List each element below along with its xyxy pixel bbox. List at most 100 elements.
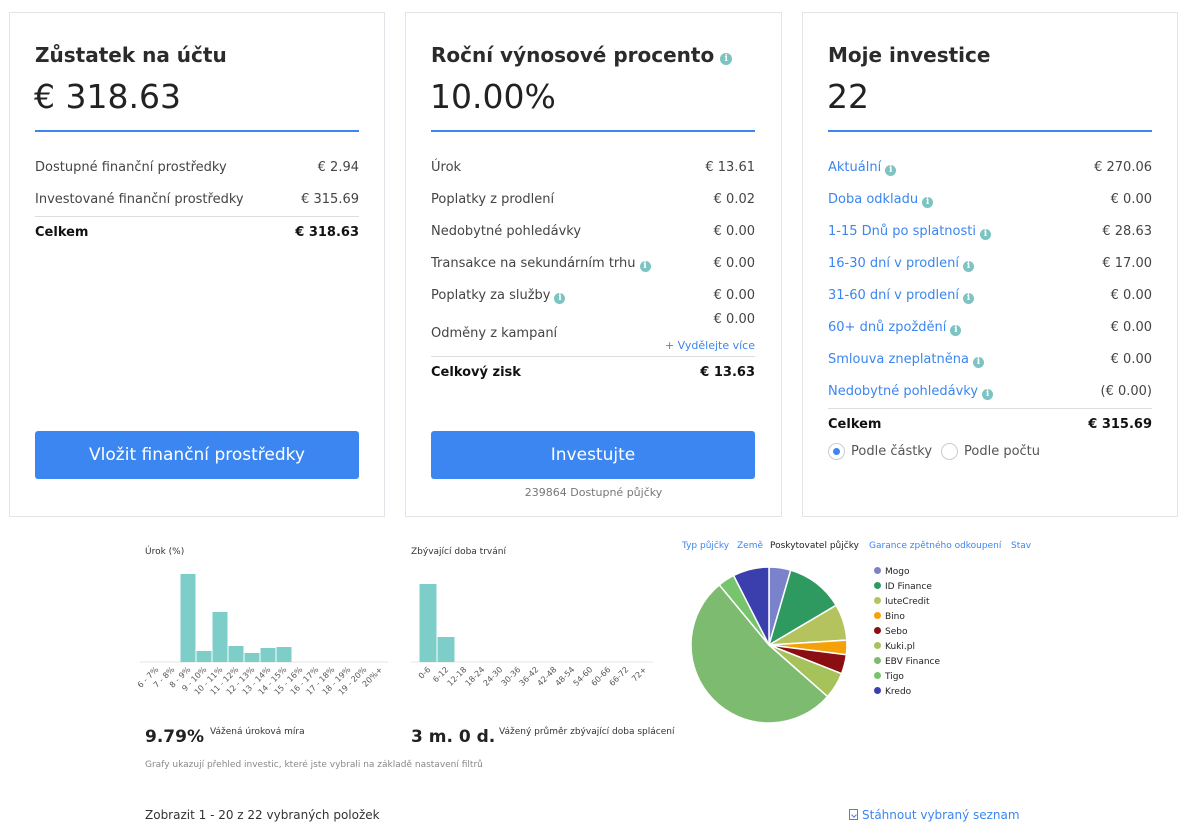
row-label: Dostupné finanční prostředky (35, 160, 227, 175)
row-label[interactable]: 31-60 dní v prodlení i (828, 280, 974, 312)
radio-label: Podle částky (851, 444, 933, 459)
row-label: Celkový zisk (431, 365, 521, 380)
legend-item[interactable]: Kredo (874, 686, 940, 701)
row-label-text[interactable]: Nedobytné pohledávky (828, 384, 979, 399)
legend-swatch (874, 582, 881, 589)
info-icon[interactable]: i (720, 53, 733, 65)
investments-row-voided[interactable]: Smlouva zneplatněna i € 0.00 (828, 344, 1152, 376)
row-label-text[interactable]: Smlouva zneplatněna (828, 352, 969, 367)
tab-country[interactable]: Země (737, 541, 764, 551)
investments-row-16-30[interactable]: 16-30 dní v prodlení i € 17.00 (828, 248, 1152, 280)
info-icon[interactable]: i (962, 293, 974, 304)
x-tick-label: 12-18 (446, 665, 469, 688)
legend-label: Kredo (885, 687, 912, 697)
row-label[interactable]: Nedobytné pohledávky i (828, 376, 994, 408)
weighted-rate-label: Vážená úroková míra (210, 727, 305, 737)
row-label[interactable]: 16-30 dní v prodlení i (828, 248, 974, 280)
row-label: Investované finanční prostředky (35, 192, 244, 207)
investments-rows: Aktuální i € 270.06 Doba odkladu i € 0.00 … (828, 152, 1152, 440)
info-icon[interactable]: i (982, 389, 994, 400)
radio-selected-icon[interactable] (828, 443, 845, 460)
investments-title: Moje investice (828, 43, 991, 67)
info-icon[interactable]: i (962, 261, 974, 272)
term-histogram: 0-66-1212-1818-2424-3030-3636-4242-4848-… (411, 584, 653, 688)
yield-row-total: Celkový zisk € 13.63 (431, 356, 755, 388)
originator-pie-chart (690, 566, 848, 724)
x-tick-label: 72+ (630, 665, 648, 683)
row-value: € 315.69 (1088, 417, 1152, 432)
invest-button[interactable]: Investujte (431, 431, 755, 479)
row-label-text[interactable]: Doba odkladu (828, 192, 919, 207)
radio-unselected-icon[interactable] (941, 443, 958, 460)
legend-item[interactable]: EBV Finance (874, 656, 940, 671)
balance-row-available: Dostupné finanční prostředky € 2.94 (35, 152, 359, 184)
row-label-text[interactable]: Aktuální (828, 160, 882, 175)
download-list-label[interactable]: Stáhnout vybraný seznam (862, 808, 1020, 822)
pie-slice[interactable] (690, 583, 829, 724)
row-value: € 0.00 (713, 312, 755, 327)
yield-row-bad-debt: Nedobytné pohledávky € 0.00 (431, 216, 755, 248)
legend-label: IuteCredit (885, 597, 930, 607)
row-label-text[interactable]: 16-30 dní v prodlení (828, 256, 959, 271)
histogram-bar (437, 637, 455, 662)
download-file-icon[interactable] (849, 809, 858, 820)
deposit-funds-button[interactable]: Vložit finanční prostředky (35, 431, 359, 479)
yield-row-late-fees: Poplatky z prodlení € 0.02 (431, 184, 755, 216)
legend-item[interactable]: ID Finance (874, 581, 940, 596)
tab-loan-type[interactable]: Typ půjčky (682, 541, 730, 551)
earn-more-link[interactable]: + Vydělejte více (664, 339, 755, 352)
tab-buyback-guarantee[interactable]: Garance zpětného odkoupení (869, 541, 1002, 551)
row-label[interactable]: Aktuální i (828, 152, 897, 184)
balance-row-total: Celkem € 318.63 (35, 216, 359, 248)
legend-label: Tigo (885, 672, 904, 682)
row-label[interactable]: 60+ dnů zpoždění i (828, 312, 962, 344)
info-icon[interactable]: i (972, 357, 984, 368)
pagination-summary: Zobrazit 1 - 20 z 22 vybraných položek (145, 808, 380, 822)
investments-row-1-15[interactable]: 1-15 Dnů po splatnosti i € 28.63 (828, 216, 1152, 248)
x-tick-label: 0-6 (417, 665, 433, 681)
yield-card: Roční výnosové procento i 10.00% Úrok € 1… (405, 12, 782, 517)
download-list-link[interactable]: Stáhnout vybraný seznam (849, 808, 1020, 822)
investments-row-bad-debt[interactable]: Nedobytné pohledávky i (€ 0.00) (828, 376, 1152, 408)
row-label[interactable]: Smlouva zneplatněna i (828, 344, 984, 376)
row-label: Odměny z kampaní (431, 326, 558, 341)
radio-by-amount[interactable]: Podle částky (828, 443, 932, 460)
legend-item[interactable]: Tigo (874, 671, 940, 686)
row-value: € 0.02 (713, 192, 755, 207)
info-icon[interactable]: i (950, 325, 962, 336)
legend-item[interactable]: Sebo (874, 626, 940, 641)
radio-by-count[interactable]: Podle počtu (941, 443, 1040, 460)
x-tick-label: 48-54 (554, 665, 577, 688)
row-label[interactable]: Doba odkladu i (828, 184, 934, 216)
legend-item[interactable]: Bino (874, 611, 940, 626)
info-icon[interactable]: i (639, 261, 651, 272)
balance-title: Zůstatek na účtu (35, 43, 227, 67)
tab-status[interactable]: Stav (1011, 541, 1032, 551)
investments-row-current[interactable]: Aktuální i € 270.06 (828, 152, 1152, 184)
tab-loan-originator[interactable]: Poskytovatel půjčky (770, 541, 859, 551)
pie-slice[interactable] (732, 566, 770, 646)
investments-row-grace[interactable]: Doba odkladu i € 0.00 (828, 184, 1152, 216)
row-label[interactable]: 1-15 Dnů po splatnosti i (828, 216, 991, 248)
info-icon[interactable]: i (922, 197, 934, 208)
info-icon[interactable]: i (979, 229, 991, 240)
investments-row-60-plus[interactable]: 60+ dnů zpoždění i € 0.00 (828, 312, 1152, 344)
row-label-text[interactable]: 31-60 dní v prodlení (828, 288, 959, 303)
investments-row-31-60[interactable]: 31-60 dní v prodlení i € 0.00 (828, 280, 1152, 312)
row-label-text[interactable]: 1-15 Dnů po splatnosti (828, 224, 976, 239)
row-label-text[interactable]: 60+ dnů zpoždění (828, 320, 947, 335)
legend-item[interactable]: Kuki.pl (874, 641, 940, 656)
info-icon[interactable]: i (554, 293, 566, 304)
legend-item[interactable]: IuteCredit (874, 596, 940, 611)
legend-item[interactable]: Mogo (874, 566, 940, 581)
row-label: Úrok (431, 160, 462, 175)
legend-label: EBV Finance (885, 657, 941, 667)
balance-row-invested: Investované finanční prostředky € 315.69 (35, 184, 359, 216)
weighted-term-value: 3 m. 0 d. (411, 727, 496, 747)
row-value: (€ 0.00) (1100, 384, 1153, 399)
info-icon[interactable]: i (885, 165, 897, 176)
histogram-bar (276, 647, 292, 662)
yield-title: Roční výnosové procento i (431, 43, 733, 67)
balance-rows: Dostupné finanční prostředky € 2.94 Inve… (35, 152, 359, 248)
legend-swatch (874, 657, 881, 664)
